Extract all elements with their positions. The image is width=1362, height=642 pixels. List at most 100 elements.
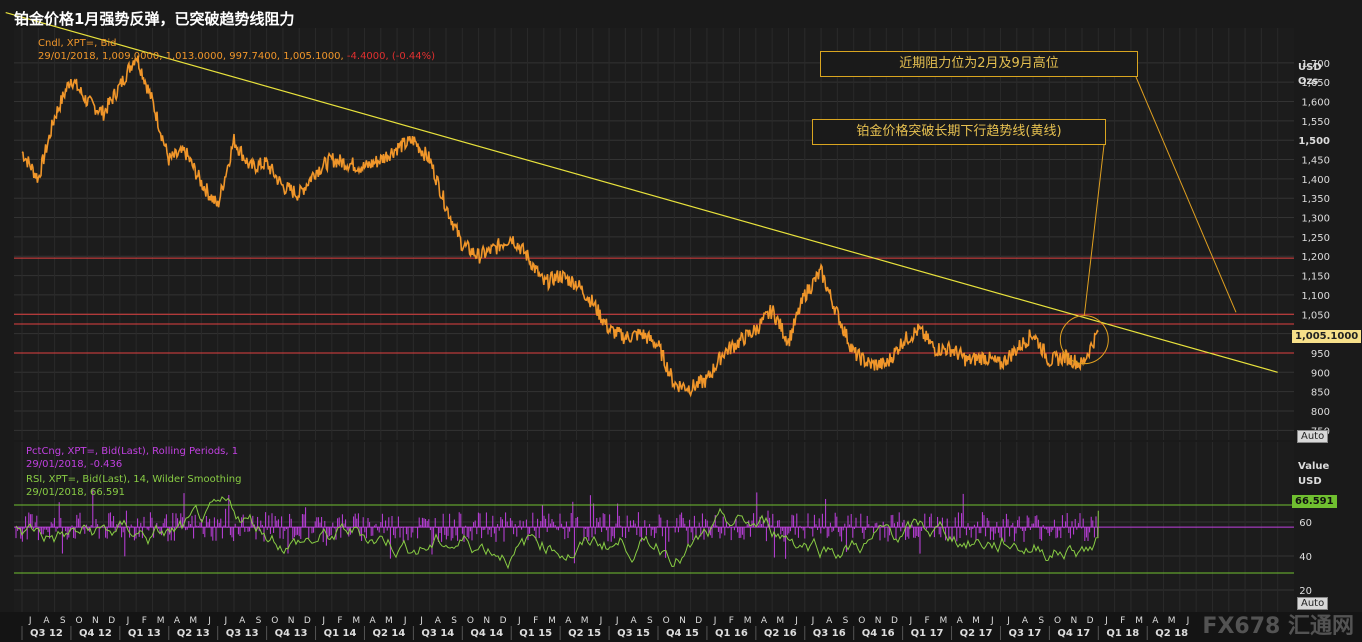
month-tick-label: J <box>811 616 815 626</box>
month-tick-label: A <box>435 616 442 626</box>
quarter-tick-label: Q4 12 <box>79 628 112 639</box>
month-tick-label: M <box>940 616 948 626</box>
month-tick-label: F <box>337 616 342 626</box>
price-unit-label-2: Ozs <box>1298 76 1319 87</box>
month-tick-label: M <box>385 616 393 626</box>
price-tick-label: 1,400 <box>1301 175 1330 186</box>
month-tick-label: O <box>271 616 278 626</box>
quarter-tick-label: Q1 18 <box>1106 628 1139 639</box>
price-tick-label: 1,700 <box>1301 59 1330 70</box>
price-tick-label: 900 <box>1311 368 1330 379</box>
pct-change-bars <box>15 488 1099 564</box>
month-tick-label: J <box>615 616 619 626</box>
rsi-line <box>15 496 1099 570</box>
price-tick-label: 1,200 <box>1301 252 1330 263</box>
price-tick-label: 1,500 <box>1298 136 1330 147</box>
quarter-tick-label: Q2 15 <box>568 628 601 639</box>
rsi-tick-label: 40 <box>1299 552 1312 563</box>
month-tick-label: J <box>403 616 407 626</box>
month-tick-label: A <box>1152 616 1159 626</box>
quarter-tick-label: Q3 12 <box>30 628 63 639</box>
month-tick-label: J <box>28 616 32 626</box>
x-axis-bg <box>0 612 1362 642</box>
breakout-annotation: 铂金价格突破长期下行趋势线(黄线) <box>812 119 1106 145</box>
month-tick-label: J <box>713 616 717 626</box>
quarter-tick-label: Q3 13 <box>226 628 259 639</box>
month-tick-label: A <box>565 616 572 626</box>
month-tick-label: F <box>924 616 929 626</box>
price-line <box>21 55 1099 398</box>
month-tick-label: S <box>843 616 849 626</box>
month-tick-label: S <box>60 616 66 626</box>
price-auto-scale-button[interactable]: Auto <box>1297 430 1329 443</box>
month-tick-label: M <box>776 616 784 626</box>
quarter-tick-label: Q1 13 <box>128 628 161 639</box>
price-tick-label: 1,250 <box>1301 233 1330 244</box>
month-tick-label: A <box>761 616 768 626</box>
price-tick-label: 1,350 <box>1301 194 1330 205</box>
quarter-tick-label: Q4 17 <box>1057 628 1090 639</box>
price-y-axis: 7508008509009501,0001,0501,1001,1501,200… <box>1298 59 1330 438</box>
quarter-tick-label: Q3 14 <box>421 628 454 639</box>
quarter-tick-label: Q3 15 <box>617 628 650 639</box>
rsi-y-axis: 20 40 60 <box>1299 518 1312 597</box>
price-legend-line2: 29/01/2018, 1,009.0000, 1,013.0000, 997.… <box>38 51 435 62</box>
month-tick-label: M <box>189 616 197 626</box>
month-tick-label: J <box>224 616 228 626</box>
trendline <box>5 11 1278 373</box>
month-tick-label: J <box>908 616 912 626</box>
month-tick-label: S <box>647 616 653 626</box>
price-tick-label: 1,300 <box>1301 214 1330 225</box>
rsi-unit-label-2: USD <box>1298 476 1322 487</box>
rsi-series-group <box>14 496 1294 574</box>
resistance-lines <box>14 257 1294 354</box>
quarter-tick-label: Q2 17 <box>960 628 993 639</box>
month-tick-label: N <box>679 616 686 626</box>
quarter-tick-label: Q4 15 <box>666 628 699 639</box>
month-tick-label: D <box>500 616 507 626</box>
price-tick-label: 1,650 <box>1301 78 1330 89</box>
month-tick-label: F <box>533 616 538 626</box>
month-tick-label: M <box>581 616 589 626</box>
month-tick-label: A <box>43 616 50 626</box>
quarter-tick-label: Q1 17 <box>911 628 944 639</box>
month-tick-label: N <box>1070 616 1077 626</box>
month-tick-label: J <box>1006 616 1010 626</box>
month-tick-label: D <box>695 616 702 626</box>
month-tick-label: M <box>157 616 165 626</box>
quarter-tick-label: Q1 15 <box>519 628 552 639</box>
price-legend-ohlc: 29/01/2018, 1,009.0000, 1,013.0000, 997.… <box>38 51 344 62</box>
rsi-legend-line2: 29/01/2018, 66.591 <box>26 487 125 498</box>
month-tick-label: D <box>304 616 311 626</box>
month-tick-label: A <box>174 616 181 626</box>
price-tick-label: 1,450 <box>1301 156 1330 167</box>
quarter-tick-label: Q1 16 <box>715 628 748 639</box>
month-tick-label: A <box>630 616 637 626</box>
month-tick-label: F <box>142 616 147 626</box>
month-tick-label: O <box>76 616 83 626</box>
month-tick-label: N <box>288 616 295 626</box>
month-tick-label: J <box>126 616 130 626</box>
month-tick-label: J <box>990 616 994 626</box>
month-tick-label: M <box>1135 616 1143 626</box>
month-tick-label: S <box>1038 616 1044 626</box>
month-tick-label: J <box>517 616 521 626</box>
month-tick-label: D <box>891 616 898 626</box>
rsi-legend-line1: RSI, XPT=, Bid(Last), 14, Wilder Smoothi… <box>26 474 242 485</box>
price-tick-label: 1,600 <box>1301 98 1330 109</box>
month-tick-label: S <box>256 616 262 626</box>
month-tick-label: F <box>1120 616 1125 626</box>
price-tick-label: 800 <box>1311 407 1330 418</box>
month-tick-label: D <box>1087 616 1094 626</box>
month-tick-label: O <box>467 616 474 626</box>
rsi-auto-scale-button[interactable]: Auto <box>1297 597 1329 610</box>
rsi-tick-label: 20 <box>1299 586 1312 597</box>
quarter-tick-label: Q4 13 <box>275 628 308 639</box>
top-panel-bg <box>14 28 1294 440</box>
resistance-leader <box>1135 76 1237 313</box>
month-tick-label: M <box>972 616 980 626</box>
month-tick-label: J <box>321 616 325 626</box>
quarter-tick-label: Q3 17 <box>1008 628 1041 639</box>
